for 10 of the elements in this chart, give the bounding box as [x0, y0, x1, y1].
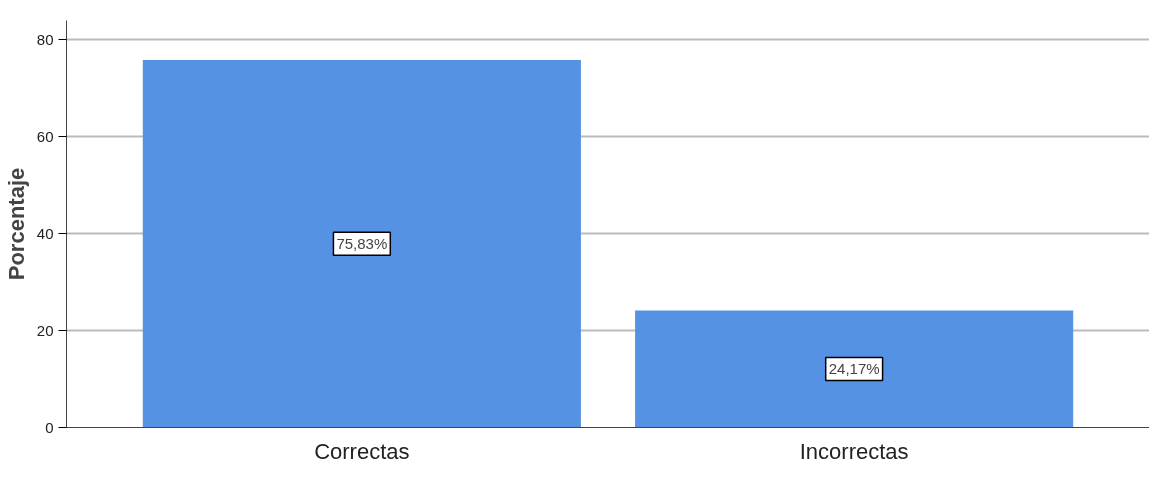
y-tick-label: 60: [36, 127, 54, 145]
y-axis-title: Porcentaje: [3, 167, 29, 281]
x-tick-label: Correctas: [314, 438, 410, 464]
data-label: 75,83%: [336, 235, 388, 253]
x-tick-label: Incorrectas: [799, 438, 909, 464]
data-label: 24,17%: [828, 360, 880, 378]
y-tick-label: 0: [45, 418, 54, 436]
y-tick-label: 20: [36, 321, 54, 339]
y-tick-label: 40: [36, 224, 54, 242]
y-tick-label: 80: [36, 30, 54, 48]
